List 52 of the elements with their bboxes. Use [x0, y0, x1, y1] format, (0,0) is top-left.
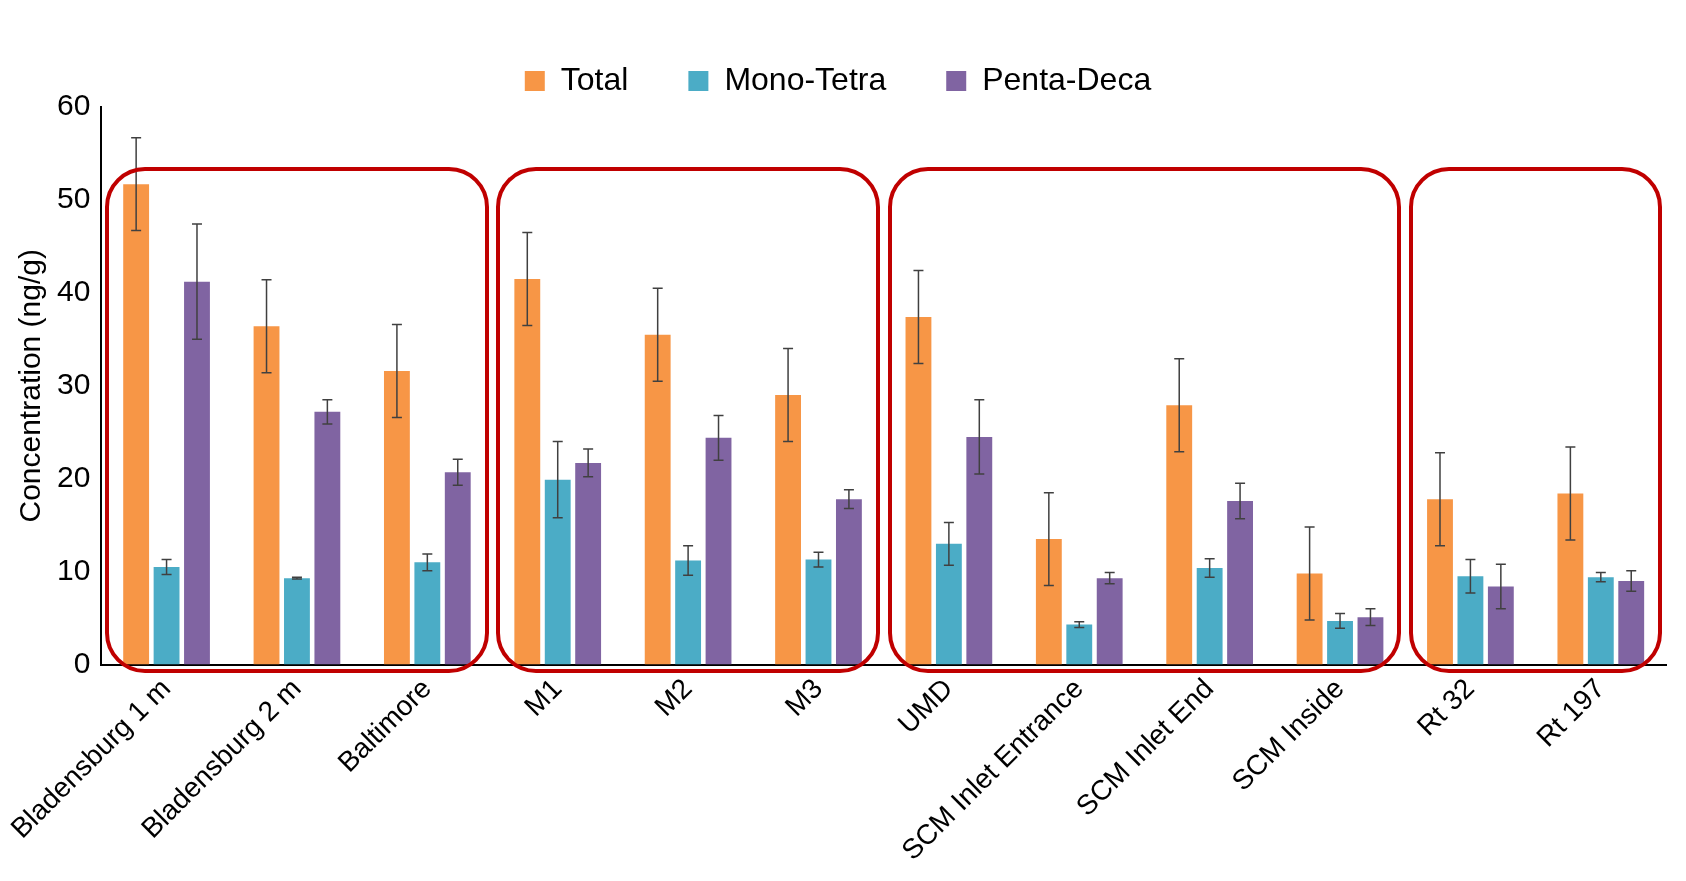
bar: [1035, 539, 1062, 665]
x-tick-label: Rt 197: [1530, 672, 1611, 753]
bar: [1457, 576, 1484, 665]
legend-label: Mono-Tetra: [724, 60, 887, 97]
bar: [284, 578, 310, 665]
bar: [1587, 577, 1614, 665]
y-tick-label: 40: [56, 274, 91, 308]
bar: [314, 411, 341, 665]
bar: [935, 543, 962, 665]
bar: [705, 437, 732, 665]
bar: [1166, 405, 1193, 665]
bar: [805, 559, 832, 665]
bar: [1096, 578, 1123, 665]
bar: [1357, 617, 1384, 665]
bar: [835, 499, 862, 665]
bar: [514, 278, 541, 665]
bar: [123, 184, 150, 665]
x-tick-label: M2: [648, 672, 698, 722]
bar: [775, 395, 801, 665]
x-tick-label: Rt 32: [1410, 672, 1481, 742]
bar: [414, 562, 441, 665]
bar: [544, 479, 571, 665]
x-tick-label: M1: [517, 672, 568, 722]
legend-label: Penta-Deca: [982, 60, 1152, 97]
bar: [575, 462, 602, 665]
bar: [1296, 573, 1323, 665]
y-tick-label: 50: [56, 181, 91, 215]
bar: [675, 560, 702, 665]
bar: [1066, 624, 1093, 665]
bar: [1618, 580, 1645, 665]
bar: [1427, 499, 1453, 665]
y-tick-label: 60: [56, 88, 91, 122]
y-tick-label: 0: [73, 645, 91, 679]
bar: [966, 436, 993, 665]
bar: [444, 472, 471, 665]
bar: [184, 281, 210, 665]
bar: [1227, 501, 1253, 665]
bar: [1557, 493, 1584, 665]
bar: [1487, 586, 1514, 665]
y-tick-label: 10: [56, 552, 91, 586]
bar: [153, 567, 180, 665]
bar: [253, 326, 280, 665]
bar: [1327, 620, 1353, 665]
bar: [1196, 567, 1223, 665]
bar: [905, 317, 932, 665]
bar: [644, 334, 671, 665]
x-tick-label: M3: [778, 672, 829, 722]
y-tick-label: 30: [56, 367, 91, 401]
bar: [383, 370, 410, 665]
y-tick-label: 20: [56, 459, 91, 493]
legend-label: Total: [560, 60, 629, 97]
y-axis-title: Concentration (ng/g): [13, 249, 47, 523]
